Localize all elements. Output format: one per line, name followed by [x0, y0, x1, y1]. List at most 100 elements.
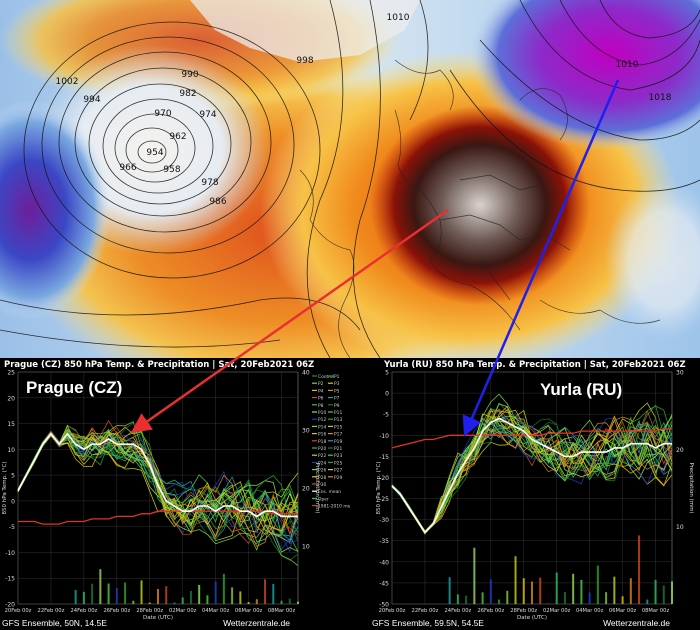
isobar-label: 982: [179, 89, 196, 99]
ensemble-mean-line: [17, 432, 298, 518]
isobar-label: 954: [146, 148, 163, 158]
legend-label: P7: [334, 396, 340, 402]
y-tick-label: 25: [7, 370, 15, 377]
precip-bar: [198, 584, 201, 604]
legend-label: P13: [334, 417, 342, 423]
y-tick-label: -15: [5, 576, 15, 583]
isobar-label: 1002: [56, 77, 79, 87]
precip-bar: [280, 600, 283, 604]
y-tick-label: 10: [7, 447, 15, 454]
legend-label: P27: [334, 468, 342, 474]
y2-tick-label: 20: [676, 447, 684, 454]
y2-tick-label: 20: [302, 486, 310, 493]
y-tick-label: -10: [5, 550, 15, 557]
legend-label: Oper: [318, 496, 329, 502]
precip-bar: [522, 578, 525, 604]
ensemble-member-line: [391, 416, 673, 533]
legend-label: P15: [334, 424, 342, 430]
legend-label: P6: [318, 396, 324, 402]
isobar-label: 962: [169, 132, 186, 142]
legend-label: P5: [334, 388, 340, 394]
footer-model: GFS Ensemble, 59.5N, 54.5E: [372, 618, 484, 628]
isobar-label: 994: [83, 95, 100, 105]
legend-label: P21: [334, 446, 342, 452]
legend-label: P8: [318, 403, 324, 409]
x-tick-label: 04Mar 00z: [576, 608, 604, 614]
x-tick-label: 28Feb 00z: [136, 608, 163, 614]
isobar-label: 1010: [387, 13, 410, 23]
precip-bar: [638, 535, 641, 604]
x-tick-label: 26Feb 00z: [477, 608, 504, 614]
legend-label: P20: [318, 446, 326, 452]
y-tick-label: -30: [379, 517, 389, 524]
precip-bar: [539, 577, 542, 604]
legend-label: P23: [334, 453, 342, 459]
precip-bar: [91, 583, 94, 604]
precip-bar: [506, 590, 509, 604]
x-tick-label: 24Feb 00z: [70, 608, 97, 614]
legend-label: P26: [318, 468, 326, 474]
precip-bar: [115, 588, 118, 604]
x-tick-label: 06Mar 00z: [609, 608, 637, 614]
precip-bar: [239, 591, 242, 604]
precip-bar: [465, 595, 468, 604]
y2-tick-label: 10: [302, 544, 310, 551]
legend-label: P30: [318, 482, 326, 488]
precip-bar: [489, 579, 492, 604]
y-tick-label: -5: [9, 524, 15, 531]
y2-tick-label: 40: [302, 370, 310, 377]
y-tick-label: -20: [5, 602, 15, 609]
legend-label: P16: [318, 432, 326, 438]
legend-label: P10: [318, 410, 326, 416]
legend-label: P17: [334, 432, 342, 438]
precip-bar: [621, 596, 624, 604]
y-tick-label: -45: [379, 580, 389, 587]
y-tick-label: -25: [379, 496, 389, 503]
precip-bar: [613, 576, 616, 604]
y-tick-label: 0: [11, 498, 15, 505]
x-tick-label: 08Mar 00z: [642, 608, 670, 614]
precip-bar: [140, 580, 143, 604]
precip-bar: [498, 599, 501, 604]
precip-bar: [555, 572, 558, 604]
yurla-chart: 5 0 -5 -10 -15 -20 -25 -30 -35 -40 -45 -50 30 20 10 20F…: [376, 370, 694, 622]
legend-label: P4: [318, 388, 324, 394]
legend-label: P25: [334, 460, 342, 466]
footer-source: Wetterzentrale.de: [223, 618, 290, 628]
chart-title: Yurla (RU) 850 hPa Temp. & Precipitation…: [384, 360, 686, 370]
legend-label: P12: [318, 417, 326, 423]
precip-bar: [157, 588, 159, 604]
precip-bar: [662, 585, 665, 604]
precip-bar: [107, 583, 110, 604]
precip-bar: [288, 598, 291, 604]
ensemble-member-line: [391, 407, 673, 534]
legend-label: Control: [318, 374, 334, 380]
climate-mean-line: [391, 428, 672, 449]
ensemble-mean-line: [391, 417, 672, 534]
y-tick-label: -50: [379, 602, 389, 609]
chart-title: Prague (CZ) 850 hPa Temp. & Precipitatio…: [4, 360, 315, 370]
precip-bar: [124, 582, 127, 604]
ensemble-member-line: [17, 434, 299, 527]
isobar-label: 1010: [616, 60, 639, 70]
precip-bar: [671, 581, 673, 604]
precip-bar: [82, 591, 85, 604]
ensemble-member-line: [17, 429, 299, 523]
climate-mean-line: [18, 510, 298, 525]
ensemble-member-line: [17, 424, 299, 521]
precip-bar: [531, 581, 533, 604]
legend-label: P29: [334, 475, 342, 481]
legend-label: P22: [318, 453, 326, 459]
ensemble-member-line: [17, 431, 299, 534]
precip-bar: [514, 556, 517, 604]
legend-label: P9: [334, 403, 340, 409]
precip-bar: [231, 587, 234, 604]
precip-bar: [222, 573, 225, 604]
precip-bar: [572, 573, 575, 604]
precip-bar: [255, 599, 258, 604]
x-tick-label: 20Feb 00z: [379, 608, 406, 614]
ensemble-member-line: [391, 405, 673, 533]
y-tick-label: -5: [383, 412, 389, 419]
precip-bar: [605, 592, 608, 604]
precip-bar: [580, 579, 583, 604]
